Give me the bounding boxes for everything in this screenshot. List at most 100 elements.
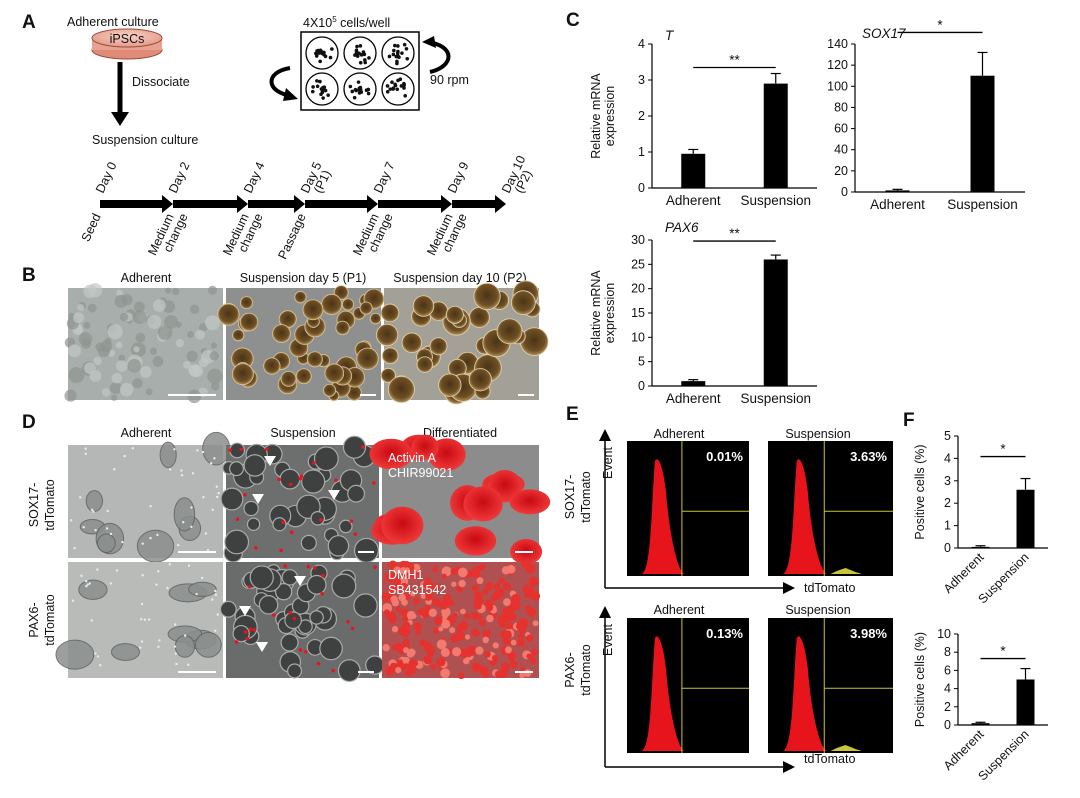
d-r1-suspension <box>220 435 379 563</box>
e-row2-label-1: PAX6- <box>563 652 577 687</box>
y-tick-label: 4 <box>638 37 645 51</box>
arrowhead-icon <box>328 490 340 500</box>
y-tick-label: 6 <box>944 663 951 677</box>
y-tick-label: 10 <box>631 330 645 344</box>
arrowhead-icon <box>252 494 264 504</box>
e-col-adherent: Adherent <box>654 427 705 441</box>
e-y-label-1: Event <box>601 446 615 478</box>
y-axis-label-2: expression <box>603 283 617 343</box>
bar <box>885 190 910 192</box>
e-col-suspension: Suspension <box>785 427 850 441</box>
d-overlay-chir: CHIR99021 <box>388 466 453 480</box>
y-axis-label: Relative mRNA <box>589 73 603 159</box>
b-image-day5 <box>217 285 385 402</box>
e-x-label-2: tdTomato <box>804 752 855 766</box>
d-overlay-dmh1: DMH1 <box>388 568 423 582</box>
rotation-arrow-right <box>427 40 451 74</box>
flow-plot-bg <box>627 441 749 576</box>
timeline-segment <box>173 200 239 208</box>
timeline-segment <box>452 200 497 208</box>
bar <box>763 259 788 386</box>
e-y-label-2: Event <box>601 623 615 655</box>
category-label: Suspension <box>947 197 1018 212</box>
y-axis-label-2: expression <box>603 86 617 146</box>
bar <box>681 381 706 386</box>
b-image-day10 <box>375 280 549 405</box>
timeline-day-label: Day 9 <box>445 160 472 196</box>
category-label: Adherent <box>666 391 721 406</box>
y-tick-label: 2 <box>944 496 951 510</box>
d-row1-label-2: tdTomato <box>43 479 57 530</box>
b-image-adherent <box>64 283 223 404</box>
b-title-adherent: Adherent <box>121 271 172 285</box>
e-row2-label-2: tdTomato <box>579 644 593 695</box>
category-label: Adherent <box>941 727 987 773</box>
chart-c-sox17: 0 20 40 60 80 100 120 140 Adherent Suspension * SOX… <box>827 17 1025 212</box>
b-title-day10: Suspension day 10 (P2) <box>393 271 526 285</box>
d-overlay-activin: Activin A <box>388 451 437 465</box>
d-row2-label-1: PAX6- <box>27 602 41 637</box>
category-label: Adherent <box>666 193 721 208</box>
b-title-day5: Suspension day 5 (P1) <box>240 271 366 285</box>
d-overlay-sb: SB431542 <box>388 583 446 597</box>
y-tick-label: 10 <box>937 627 951 641</box>
y-tick-label: 140 <box>827 37 848 51</box>
y-tick-label: 1 <box>944 519 951 533</box>
timeline-event-label: Seed <box>79 211 104 243</box>
d-col-suspension: Suspension <box>270 426 335 440</box>
y-tick-label: 20 <box>834 164 848 178</box>
y-tick-label: 100 <box>827 79 848 93</box>
bar <box>763 83 788 188</box>
bar <box>1016 679 1035 725</box>
flow-plot-bg <box>768 618 893 753</box>
y-tick-label: 1 <box>638 145 645 159</box>
bar <box>681 153 706 188</box>
ipsc-label: iPSCs <box>110 32 145 46</box>
d-row2-label-2: tdTomato <box>43 594 57 645</box>
y-tick-label: 5 <box>638 355 645 369</box>
timeline-segment <box>378 200 443 208</box>
y-tick-label: 25 <box>631 257 645 271</box>
chart-title: PAX6 <box>665 220 699 235</box>
y-axis-label: Positive cells (%) <box>913 632 927 727</box>
timeline-day-label: Day 7 <box>371 160 398 196</box>
significance-marker: * <box>937 17 943 32</box>
timeline-day-label: Day 0 <box>93 160 120 196</box>
timeline-segment <box>305 200 369 208</box>
histogram-peak <box>783 636 827 751</box>
d-r2-adherent <box>55 562 223 678</box>
flow-histogram: 0.13% <box>627 618 749 753</box>
gate-percent: 3.98% <box>850 626 887 641</box>
y-tick-label: 5 <box>944 429 951 443</box>
category-label: Suspension <box>740 193 811 208</box>
d-r1-differentiated: Activin A CHIR99021 <box>369 434 551 565</box>
gate-percent: 0.13% <box>706 626 743 641</box>
chart-title: SOX17 <box>862 26 906 41</box>
arrowhead-icon <box>256 642 268 652</box>
panel-f-letter: F <box>903 410 915 431</box>
flow-histogram: 0.01% <box>627 441 749 576</box>
arrowhead-icon <box>239 606 251 616</box>
y-tick-label: 3 <box>638 73 645 87</box>
arrowhead-icon <box>264 456 276 466</box>
y-tick-label: 0 <box>944 718 951 732</box>
d-r2-suspension <box>219 562 385 683</box>
y-tick-label: 0 <box>944 541 951 555</box>
y-tick-label: 30 <box>631 233 645 247</box>
timeline-segment <box>248 200 296 208</box>
histogram-tail <box>830 568 862 574</box>
histogram-tail <box>830 745 862 751</box>
y-tick-label: 120 <box>827 58 848 72</box>
panel-e-letter: E <box>566 404 579 425</box>
flow-histogram: 3.63% <box>768 441 893 576</box>
panel-b: B Adherent Suspension day 5 (P1) Suspens… <box>22 265 549 405</box>
ipsc-dish-icon: iPSCs <box>91 28 163 60</box>
chart-c-pax6: 0 5 10 15 20 25 30 Adherent Suspension ** PAX6 Rela… <box>589 220 817 406</box>
arrowhead-icon <box>294 576 306 586</box>
e-col-adherent-2: Adherent <box>654 603 705 617</box>
e-row1-label-1: SOX17- <box>563 475 577 519</box>
bar <box>1016 489 1035 548</box>
e-col-suspension-2: Suspension <box>785 603 850 617</box>
d-r2-differentiated: DMH1 SB431542 <box>381 559 541 680</box>
